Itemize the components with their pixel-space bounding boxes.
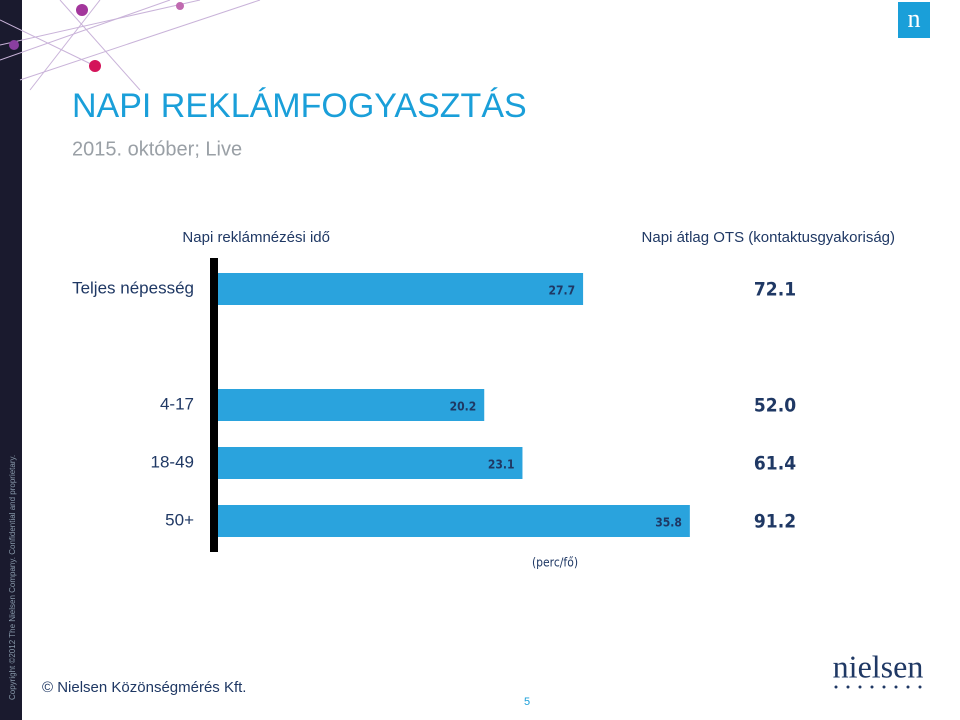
category-label: 18-49	[151, 452, 194, 471]
dot	[89, 60, 101, 72]
value-label: 20.2	[450, 400, 477, 414]
value-label: 27.7	[548, 284, 575, 298]
dot	[76, 4, 88, 16]
side-note: Copyright ©2012 The Nielsen Company. Con…	[8, 455, 17, 700]
company: © Nielsen Közönségmérés Kft.	[42, 679, 246, 696]
unit-label: (perc/fő)	[532, 556, 578, 570]
dot	[9, 40, 19, 50]
bar	[218, 505, 690, 537]
ots-label: 52.0	[754, 395, 796, 417]
bar	[218, 447, 523, 479]
bar	[218, 389, 485, 421]
decoration	[0, 0, 261, 91]
category-label: Teljes népesség	[72, 278, 194, 297]
logo-letter: n	[908, 4, 921, 33]
dot	[176, 2, 184, 10]
ots-label: 72.1	[754, 279, 796, 301]
value-label: 35.8	[655, 516, 682, 530]
subtitle: 2015. október; Live	[72, 138, 242, 160]
series-header: Napi reklámnézési idő	[182, 229, 330, 246]
title: NAPI REKLÁMFOGYASZTÁS	[72, 87, 527, 125]
ots-label: 91.2	[754, 511, 796, 533]
ots-label: 61.4	[754, 453, 796, 475]
category-label: 50+	[165, 510, 194, 529]
page-number: 5	[524, 696, 530, 708]
logo-dots	[834, 685, 922, 689]
logo-box	[898, 2, 930, 38]
axis-bar	[210, 258, 218, 552]
footer-logo: nielsen	[833, 648, 924, 684]
series-header: Napi átlag OTS (kontaktusgyakoriság)	[642, 229, 895, 246]
bar	[218, 273, 584, 305]
category-label: 4-17	[160, 394, 194, 413]
value-label: 23.1	[488, 458, 515, 472]
side-strip	[0, 0, 22, 720]
